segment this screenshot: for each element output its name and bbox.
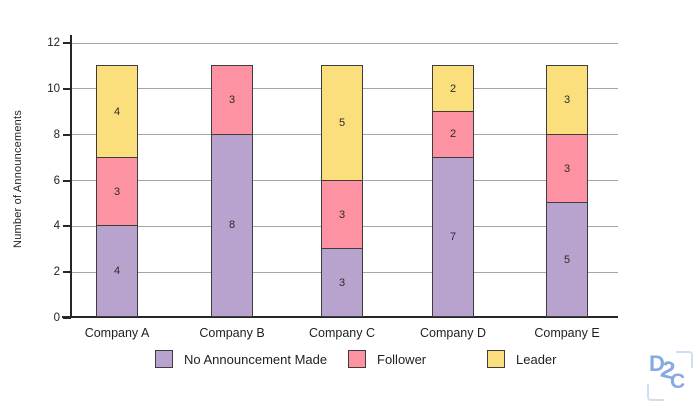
y-axis-title: Number of Announcements xyxy=(12,110,24,248)
bar-segment-follower: 3 xyxy=(96,156,138,227)
legend-item-follower: Follower xyxy=(348,349,426,369)
y-tick-label: 2 xyxy=(53,266,60,279)
segment-value-label: 3 xyxy=(228,94,236,107)
gridline xyxy=(72,42,618,44)
legend-item-leader: Leader xyxy=(487,349,556,369)
x-category-label: Company D xyxy=(420,326,486,340)
segment-value-label: 4 xyxy=(113,105,121,118)
x-category-label: Company B xyxy=(199,326,265,340)
bar-company-e: 5 3 3 xyxy=(546,64,588,317)
y-axis-tick xyxy=(63,87,71,90)
y-tick-label: 12 xyxy=(47,37,60,49)
segment-value-label: 7 xyxy=(449,230,457,243)
y-tick-label: 8 xyxy=(53,128,60,141)
segment-value-label: 3 xyxy=(338,276,346,289)
x-category-label: Company C xyxy=(309,326,375,340)
legend-label: Follower xyxy=(377,351,427,367)
legend-label: Leader xyxy=(516,351,557,367)
bar-segment-leader: 4 xyxy=(96,64,138,159)
y-axis-tick xyxy=(63,225,71,228)
d2c-watermark-logo: D 2 C xyxy=(646,350,694,402)
bar-company-a: 4 3 4 xyxy=(96,64,138,317)
segment-value-label: 4 xyxy=(113,265,121,278)
segment-value-label: 5 xyxy=(563,253,571,266)
segment-value-label: 8 xyxy=(228,219,236,232)
bar-segment-leader: 2 xyxy=(432,64,474,113)
y-axis-tick xyxy=(63,133,71,136)
legend-item-no-announcement-made: No Announcement Made xyxy=(155,349,327,369)
legend-swatch-icon xyxy=(155,350,173,368)
y-tick-label: 0 xyxy=(53,312,60,324)
y-axis-tick xyxy=(63,42,71,44)
segment-value-label: 3 xyxy=(563,162,571,175)
segment-value-label: 3 xyxy=(563,94,571,107)
x-axis-line xyxy=(62,316,618,318)
x-category-label: Company E xyxy=(534,326,600,340)
y-axis-tick xyxy=(63,271,71,274)
bar-segment-leader: 5 xyxy=(321,64,363,181)
bar-segment-follower: 3 xyxy=(211,64,253,136)
segment-value-label: 5 xyxy=(338,116,346,129)
logo-bracket-top-right-icon xyxy=(676,351,693,368)
logo-bracket-bottom-left-icon xyxy=(647,384,664,401)
bar-company-c: 3 3 5 xyxy=(321,64,363,317)
y-axis-tick xyxy=(63,179,71,182)
logo-letter-c: C xyxy=(670,370,686,393)
bar-segment-no-announcement-made: 7 xyxy=(432,156,474,317)
segment-value-label: 2 xyxy=(449,128,457,141)
bar-segment-follower: 3 xyxy=(546,133,588,204)
x-category-label: Company A xyxy=(84,326,150,340)
bar-segment-no-announcement-made: 8 xyxy=(211,133,253,317)
bar-segment-no-announcement-made: 3 xyxy=(321,248,363,317)
segment-value-label: 3 xyxy=(338,208,346,221)
bar-company-d: 7 2 2 xyxy=(432,64,474,317)
y-tick-label: 6 xyxy=(53,174,60,187)
bar-segment-no-announcement-made: 4 xyxy=(96,225,138,317)
bar-segment-leader: 3 xyxy=(546,64,588,136)
legend-label: No Announcement Made xyxy=(184,351,328,367)
bar-segment-no-announcement-made: 5 xyxy=(546,202,588,317)
logo-letter-d: D xyxy=(649,351,665,376)
bar-segment-follower: 3 xyxy=(321,179,363,250)
y-axis-line xyxy=(70,35,72,318)
legend-swatch-icon xyxy=(487,350,505,368)
bar-segment-follower: 2 xyxy=(432,110,474,159)
segment-value-label: 3 xyxy=(113,185,121,198)
legend-swatch-icon xyxy=(348,350,366,368)
y-axis-tick xyxy=(63,317,71,319)
y-tick-label: 4 xyxy=(53,220,60,233)
segment-value-label: 2 xyxy=(449,82,457,95)
y-tick-label: 10 xyxy=(47,82,60,95)
